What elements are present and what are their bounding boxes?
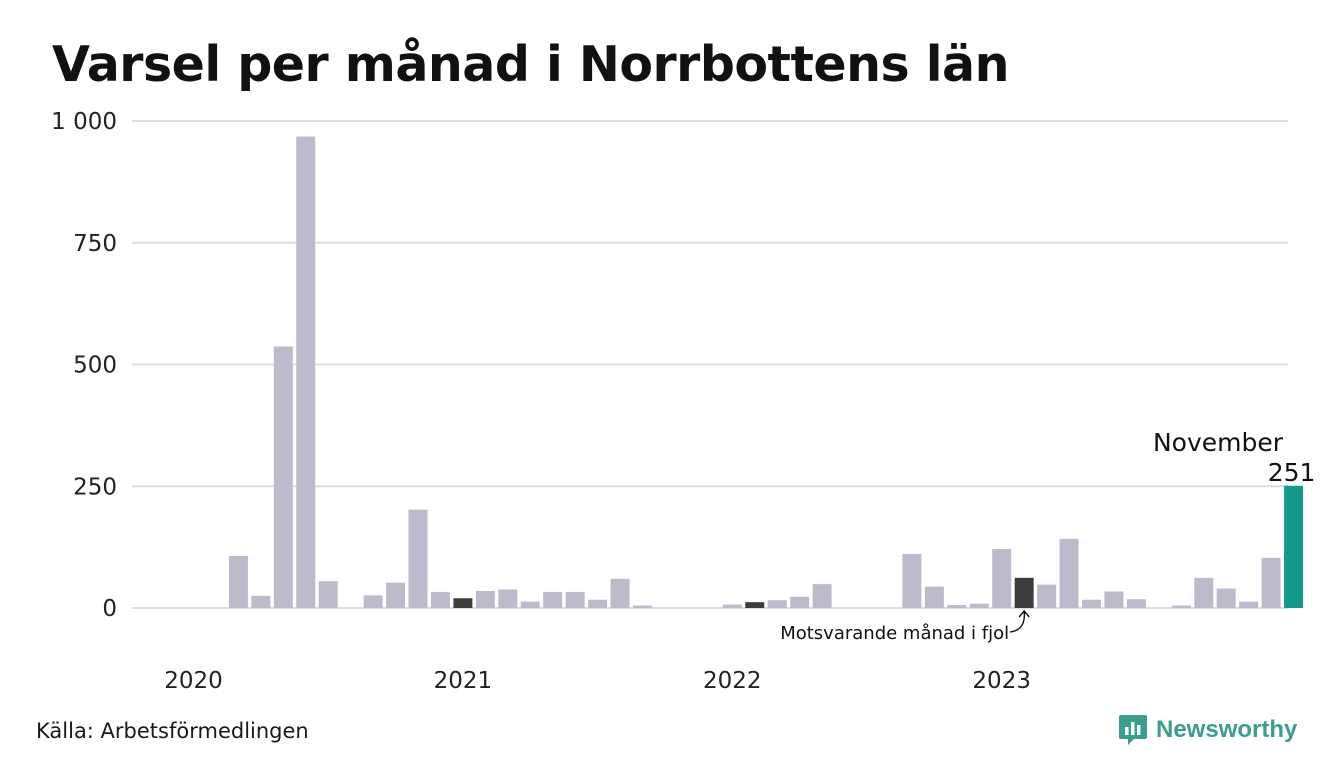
bar [498, 589, 518, 608]
bar [947, 605, 967, 608]
bar [520, 601, 540, 608]
x-axis-tick-labels: 2020 2021 2022 2023 [164, 668, 1031, 694]
previous-year-note: Motsvarande månad i fjol [780, 623, 1009, 644]
bar-previous-year [453, 598, 473, 608]
bar [924, 586, 944, 608]
bar [992, 549, 1012, 608]
bar [722, 604, 742, 608]
previous-year-arrowhead [1018, 609, 1030, 618]
bar [565, 591, 585, 608]
bar [296, 136, 316, 609]
bar [273, 346, 293, 608]
bar [1059, 538, 1079, 608]
y-tick-label: 250 [73, 474, 117, 500]
bar [543, 591, 563, 608]
brand-name: Newsworthy [1156, 716, 1298, 743]
bar [363, 595, 383, 608]
y-axis-tick-labels: 0 250 500 750 1 000 [51, 109, 117, 622]
bar [1171, 605, 1191, 608]
bar [1216, 588, 1236, 608]
bar [1194, 577, 1214, 608]
bar [430, 591, 450, 608]
brand-logo: Newsworthy [1118, 713, 1297, 747]
bar [633, 605, 652, 608]
bar-current-month [1284, 485, 1304, 608]
x-tick-label: 2022 [703, 668, 762, 694]
bar [318, 581, 338, 608]
y-tick-label: 500 [73, 353, 117, 379]
bar [1082, 599, 1101, 608]
bar [1104, 591, 1124, 608]
newsworthy-logo-icon [1119, 715, 1147, 745]
bar [386, 582, 406, 608]
current-value-label: 251 [1268, 458, 1316, 487]
bar [228, 555, 248, 608]
y-tick-label: 1 000 [51, 109, 117, 135]
bar [610, 578, 630, 608]
bar-previous-year [745, 602, 765, 608]
bar [1037, 584, 1057, 608]
bar [969, 603, 989, 608]
bar [812, 584, 832, 608]
bar [1261, 557, 1281, 608]
current-month-label: November [1153, 428, 1284, 457]
bar [767, 600, 787, 608]
bar [588, 599, 608, 608]
bar [1239, 601, 1259, 608]
bar [902, 553, 922, 608]
bar-chart: 0 250 500 750 1 000 2020 2021 2022 2023 Novembe… [51, 109, 1315, 694]
bars [228, 136, 1304, 609]
bar [1126, 599, 1146, 608]
source-note: Källa: Arbetsförmedlingen [36, 719, 309, 743]
chart-title: Varsel per månad i Norrbottens län [52, 36, 1010, 93]
previous-year-arrow [1010, 610, 1026, 633]
x-tick-label: 2023 [972, 668, 1031, 694]
bar [251, 595, 271, 608]
bar [790, 596, 810, 608]
y-tick-label: 0 [102, 596, 117, 622]
x-tick-label: 2021 [434, 668, 493, 694]
bar [475, 590, 495, 608]
bar [408, 509, 428, 608]
annotations: November 251 Motsvarande månad i fjol [780, 428, 1315, 644]
x-tick-label: 2020 [164, 668, 223, 694]
y-tick-label: 750 [73, 231, 117, 257]
bar-previous-year [1014, 577, 1034, 608]
